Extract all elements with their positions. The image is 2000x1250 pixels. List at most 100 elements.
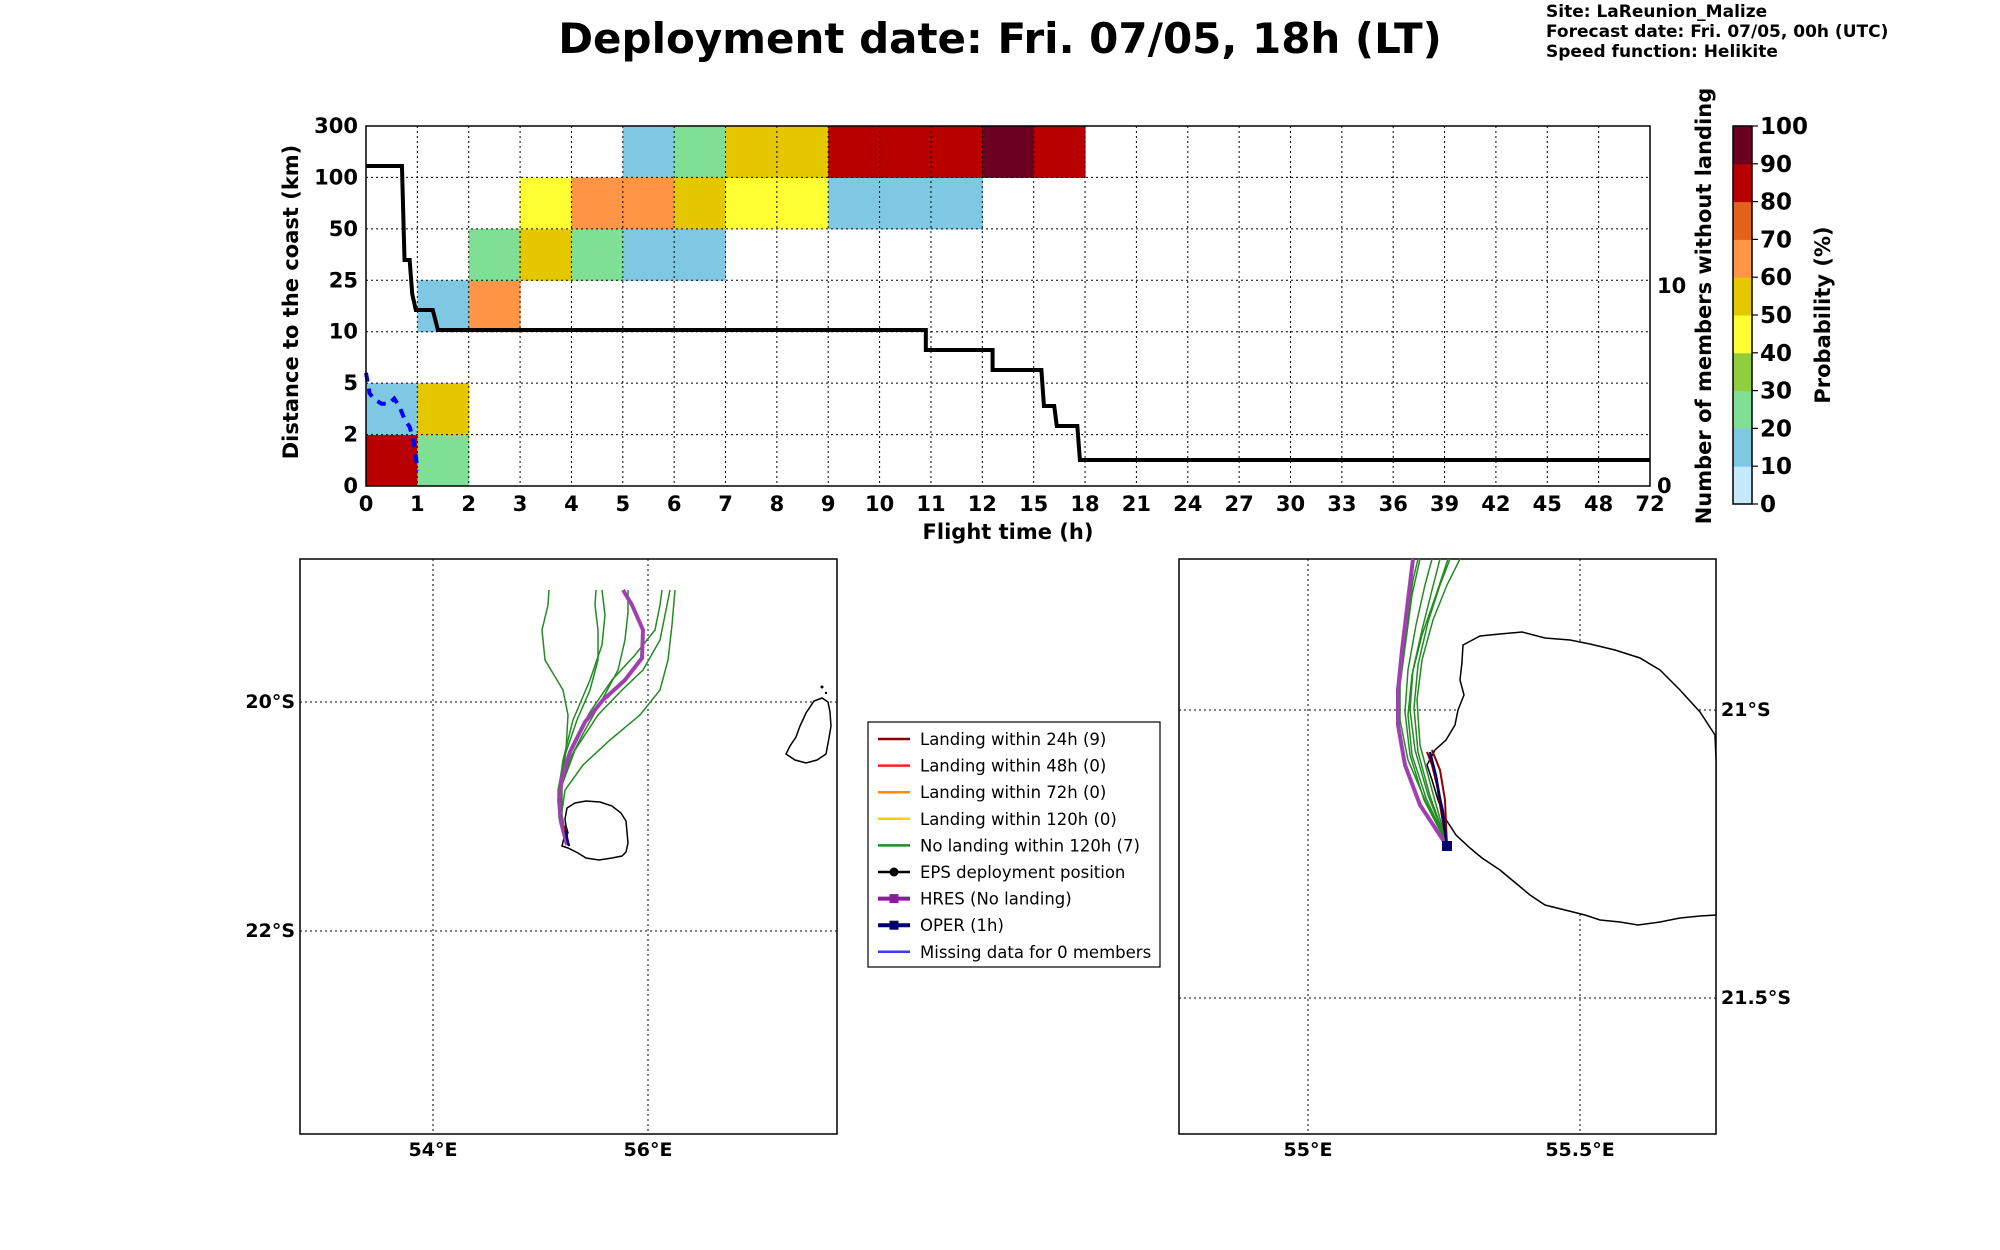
colorbar-swatch [1733,201,1752,240]
heatmap-cell [468,280,521,333]
legend-label: No landing within 120h (7) [920,836,1140,855]
legend-marker-square [889,920,899,930]
x-tick-label: 1 [410,492,425,516]
heatmap-cell [417,280,470,333]
colorbar-tick-label: 60 [1760,265,1792,291]
legend-entry: Missing data for 0 members [878,943,1151,962]
y2-tick-label: 0 [1657,474,1672,498]
x-tick-label: 3 [513,492,528,516]
legend-marker-square [889,894,899,904]
heatmap-cell [930,177,983,230]
legend-label: OPER (1h) [920,916,1004,935]
small-islet-marker [824,691,828,695]
colorbar-swatch [1733,466,1752,505]
x-tick-label: 48 [1584,492,1613,516]
legend-entry: HRES (No landing) [878,890,1072,909]
colorbar-tick-label: 20 [1760,416,1792,442]
colorbar-tick-label: 100 [1760,114,1808,140]
colorbar-tick-label: 90 [1760,152,1792,178]
ensemble-trajectory [1416,558,1461,845]
heatmap-frame [365,125,1651,487]
heatmap-cell [674,126,727,178]
heatmap-cells [366,126,1086,487]
heatmap-cell [468,228,521,281]
heatmap-cell [1033,126,1086,178]
legend-entry: No landing within 120h (7) [878,836,1140,855]
x-tick-label: 21 [1122,492,1151,516]
colorbar-tick-label: 0 [1760,492,1776,518]
legend-label: Landing within 72h (0) [920,783,1106,802]
x-tick-label: 18 [1070,492,1099,516]
zoom-lat-label-21s: 21°S [1721,699,1771,721]
colorbar-swatch [1733,239,1752,278]
y-axis-label: Distance to the coast (km) [279,145,303,460]
legend-frame [867,721,1161,968]
heatmap-cell [571,228,624,281]
legend-label: Landing within 120h (0) [920,810,1117,829]
heatmap-cell [571,177,624,230]
speed-function-label: Speed function: Helikite [1546,42,1778,62]
overview-lon-label-54e: 54°E [409,1139,458,1161]
y-tick-label: 5 [343,371,358,395]
forecast-date-label: Forecast date: Fri. 07/05, 00h (UTC) [1546,22,1889,42]
colorbar-swatch [1733,277,1752,316]
zoom-lon-label-555e: 55.5°E [1545,1139,1614,1161]
colorbar-swatch [1733,315,1752,354]
legend: Landing within 24h (9) Landing within 48h… [867,721,1161,968]
zoom-map: 21°S 21.5°S 55°E 55.5°E [1178,558,1791,1161]
heatmap-cell [674,177,727,230]
legend-marker-circle [889,867,899,877]
legend-label: Missing data for 0 members [920,943,1151,962]
colorbar-tick-label: 80 [1760,190,1792,216]
colorbar-tick-label: 40 [1760,341,1792,367]
heatmap-cell [776,126,829,178]
x-tick-label: 45 [1533,492,1562,516]
colorbar-swatch [1733,390,1752,429]
ensemble-trajectory [1407,558,1449,845]
hres-trajectory-zoom [1396,558,1449,848]
colorbar-tick-label: 50 [1760,303,1792,329]
heatmap-cell [828,177,881,230]
x-tick-label: 8 [770,492,785,516]
y-tick-label: 2 [343,423,358,447]
members-without-landing-line [366,164,1650,462]
x-axis-label: Flight time (h) [923,520,1094,544]
heatmap-gridlines [366,126,1650,486]
oper-trajectory-zoom [1428,751,1449,847]
colorbar-label: Probability (%) [1811,226,1835,403]
x-tick-label: 27 [1225,492,1254,516]
heatmap-cell [776,177,829,230]
x-tick-label: 36 [1379,492,1408,516]
x-tick-label: 0 [359,492,374,516]
x-tick-label: 9 [821,492,836,516]
oper-deployment-marker [1442,841,1452,851]
small-islet-marker [820,685,824,689]
y-tick-label: 50 [329,217,358,241]
legend-entry: Landing within 120h (0) [878,810,1117,829]
colorbar-tick-label: 10 [1760,454,1792,480]
y-tick-label: 25 [329,268,358,292]
x-tick-label: 39 [1430,492,1459,516]
heatmap-cell [725,126,778,178]
chart-title: Deployment date: Fri. 07/05, 18h (LT) [0,14,2000,63]
legend-label: HRES (No landing) [920,890,1072,909]
x-tick-label: 4 [564,492,579,516]
legend-entry: Landing within 72h (0) [878,783,1106,802]
heatmap-cell [417,383,470,436]
x-tick-label: 15 [1019,492,1048,516]
x-tick-label: 12 [968,492,997,516]
y2-axis-ticks: 0 10 [1657,274,1686,498]
deployment-date-title: Deployment date: Fri. 07/05, 18h (LT) [558,14,1442,63]
ensemble-trajectory [560,590,629,843]
heatmap-cell [930,126,983,178]
x-tick-label: 33 [1327,492,1356,516]
heatmap-panel: 0 1 2 3 4 5 6 7 8 9 10 11 12 15 18 21 24 27 30 33 36 39 42 45 48… [279,88,1716,544]
heatmap-cell [520,228,572,281]
x-tick-label: 10 [865,492,894,516]
y-tick-label: 10 [329,320,358,344]
legend-entry: EPS deployment position [878,863,1125,882]
site-label: Site: LaReunion_Malize [1546,2,1768,22]
missing-data-dashed-line [364,372,420,471]
